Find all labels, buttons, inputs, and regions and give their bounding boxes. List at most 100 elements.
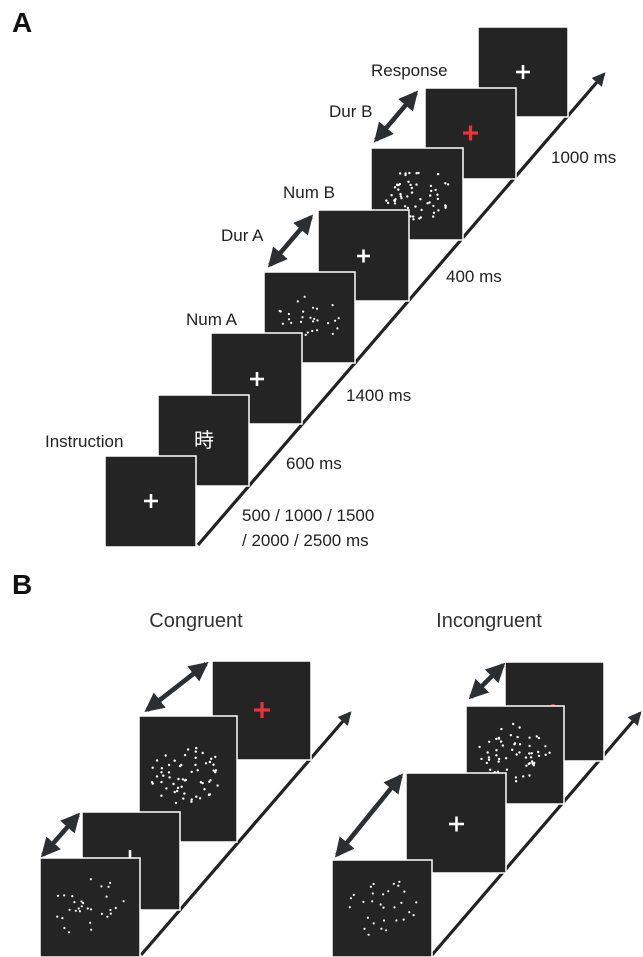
dot [429, 184, 433, 188]
dot [386, 201, 390, 205]
dot [180, 763, 183, 767]
dot [410, 186, 413, 190]
dot [160, 771, 163, 774]
dot [334, 319, 337, 322]
dot [302, 310, 305, 313]
fixation-cross-icon [357, 249, 370, 263]
double-arrow-icon [267, 214, 314, 268]
dot [408, 171, 411, 175]
dot [529, 756, 533, 759]
dot [80, 900, 83, 903]
dot [399, 192, 402, 196]
dot-array [478, 722, 551, 783]
label-congruent: Congruent [149, 610, 243, 632]
dot [194, 756, 197, 759]
dot [504, 757, 508, 760]
dot [367, 933, 370, 936]
dot [408, 911, 411, 914]
dot [398, 880, 401, 883]
fixation-cross-icon [254, 702, 270, 718]
dot [180, 785, 183, 788]
dot [89, 878, 92, 881]
dot [407, 180, 410, 183]
dot [410, 191, 414, 194]
dot [528, 774, 531, 777]
dot [105, 895, 108, 898]
dot [296, 300, 299, 303]
dot [109, 908, 112, 912]
dot [537, 750, 540, 754]
timeline-arrow-icon [430, 711, 642, 957]
dot [306, 331, 309, 334]
dot [208, 780, 211, 783]
label-num-b: Num B [283, 183, 335, 202]
dot [100, 912, 103, 916]
dot [436, 197, 440, 201]
dot [444, 204, 447, 208]
label-instruction: Instruction [45, 432, 123, 451]
dot [436, 193, 439, 196]
dot [196, 769, 199, 772]
screen-red-cross [424, 87, 517, 180]
dot [331, 304, 334, 307]
dot [155, 775, 159, 778]
panel-a-letter: A [12, 7, 32, 38]
dot [385, 929, 388, 932]
dot [403, 890, 406, 893]
congruent-screen-dots-b [138, 715, 238, 843]
dot [497, 760, 500, 763]
dot [528, 736, 531, 739]
dot [366, 916, 369, 919]
dot [89, 921, 92, 924]
dot [312, 306, 315, 309]
dot [499, 740, 503, 743]
screen-fixation-b [317, 209, 410, 302]
dot [316, 329, 319, 332]
dot [80, 905, 83, 908]
dot [287, 312, 290, 316]
dot [372, 922, 375, 925]
dot [395, 183, 399, 186]
dot [172, 782, 175, 786]
dot [151, 766, 154, 769]
dot [409, 215, 412, 218]
dot [167, 763, 171, 767]
dot [432, 211, 436, 214]
dot [382, 919, 386, 922]
dot [528, 762, 531, 765]
dot [480, 757, 483, 761]
dot [90, 928, 93, 931]
dot [430, 189, 433, 193]
dot [412, 215, 415, 218]
dot [348, 906, 351, 909]
dot [164, 754, 167, 757]
dot [420, 208, 423, 212]
dot [160, 780, 163, 784]
dot [212, 769, 215, 772]
dot [63, 926, 66, 930]
dot [382, 893, 385, 896]
dot [210, 757, 213, 760]
dot [437, 209, 440, 212]
dot [176, 789, 179, 793]
dot [304, 333, 307, 336]
dot [363, 927, 366, 930]
dot [509, 734, 512, 737]
screen-start-fixation [104, 455, 197, 548]
fixation-cross-icon [250, 372, 264, 386]
dot [312, 320, 315, 323]
dot [63, 894, 66, 897]
dot [397, 188, 400, 191]
label-num-a: Num A [186, 310, 238, 329]
dot [190, 800, 193, 803]
dot [537, 736, 541, 740]
dot [209, 778, 212, 782]
fixation-cross-icon [463, 125, 478, 141]
dot [524, 756, 528, 759]
dot [419, 216, 423, 219]
dot [518, 743, 522, 746]
dot [160, 794, 163, 797]
dot [190, 798, 193, 801]
dot [287, 318, 291, 321]
timing-5: 1000 ms [551, 148, 616, 167]
